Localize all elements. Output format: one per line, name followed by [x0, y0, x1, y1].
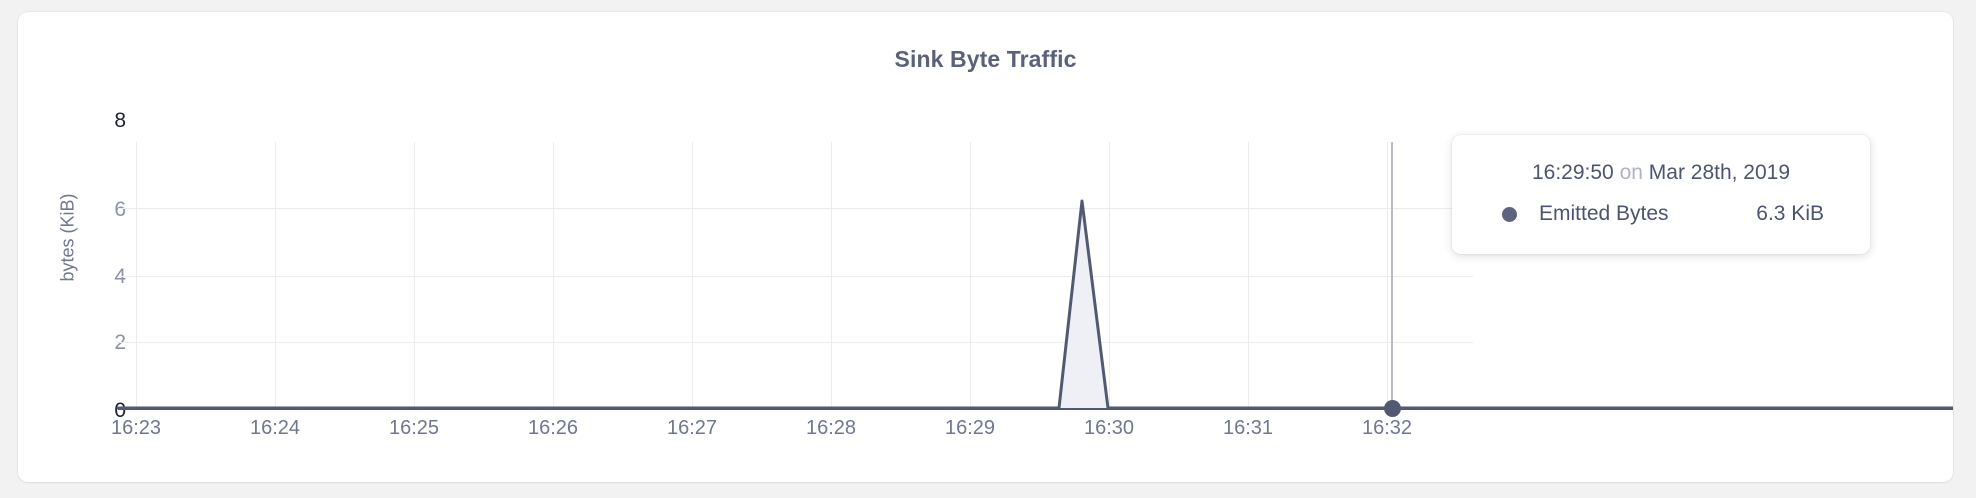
plot-area[interactable]: bytes (KiB) 8 6 4 2 0 16:23 16:2 — [18, 12, 1953, 482]
axis-line-x — [118, 408, 1953, 410]
gridline-y-4 — [118, 276, 1473, 277]
x-tick-label-16-27: 16:27 — [666, 417, 718, 439]
x-tick-label-16-31: 16:31 — [1222, 417, 1274, 439]
tooltip-connector-word: on — [1619, 161, 1643, 184]
gridline-x-16-27 — [692, 142, 693, 408]
gridline-x-16-30 — [1109, 142, 1110, 408]
series-color-dot-icon — [1502, 206, 1517, 222]
hover-point-marker[interactable] — [1383, 399, 1401, 417]
x-tick-label-16-29: 16:29 — [944, 417, 996, 439]
chart-card: Sink Byte Traffic bytes (KiB) 8 6 4 2 0 — [18, 12, 1953, 482]
tooltip-time: 16:29:50 — [1531, 161, 1614, 184]
tooltip-date: Mar 28th, 2019 — [1648, 161, 1791, 184]
tooltip-series-value: 6.3 KiB — [1756, 202, 1824, 225]
tooltip-timestamp: 16:29:50 on Mar 28th, 2019 — [1452, 161, 1870, 185]
gridline-x-16-24 — [275, 142, 276, 408]
x-tick-label-16-23: 16:23 — [110, 417, 162, 439]
x-tick-label-16-25: 16:25 — [388, 417, 440, 439]
y-axis-title: bytes (KiB) — [57, 193, 78, 282]
gridline-x-16-29 — [970, 142, 971, 408]
hover-tooltip: 16:29:50 on Mar 28th, 2019 Emitted Bytes… — [1452, 135, 1870, 254]
gridline-x-16-25 — [414, 142, 415, 408]
hover-crosshair — [1391, 142, 1393, 408]
y-tick-label-6: 6 — [114, 198, 126, 221]
gridline-x-16-31 — [1248, 142, 1249, 408]
gridline-x-16-23 — [136, 142, 137, 408]
x-tick-label-16-32: 16:32 — [1361, 417, 1413, 439]
gridline-y-6 — [118, 208, 1473, 209]
x-tick-label-16-30: 16:30 — [1083, 417, 1135, 439]
x-tick-label-16-26: 16:26 — [527, 417, 579, 439]
x-tick-label-16-24: 16:24 — [249, 417, 301, 439]
page-title: Sink Byte Traffic — [894, 46, 1077, 72]
y-tick-label-0: 0 — [114, 399, 126, 422]
gridline-x-16-26 — [553, 142, 554, 408]
tooltip-series-name: Emitted Bytes — [1539, 202, 1669, 225]
tooltip-series-row: Emitted Bytes 6.3 KiB — [1452, 202, 1870, 226]
gridline-x-16-32 — [1387, 142, 1388, 408]
x-tick-label-16-28: 16:28 — [805, 417, 857, 439]
gridline-y-2 — [118, 342, 1473, 343]
y-tick-label-8: 8 — [114, 109, 126, 132]
gridline-x-16-28 — [831, 142, 832, 408]
